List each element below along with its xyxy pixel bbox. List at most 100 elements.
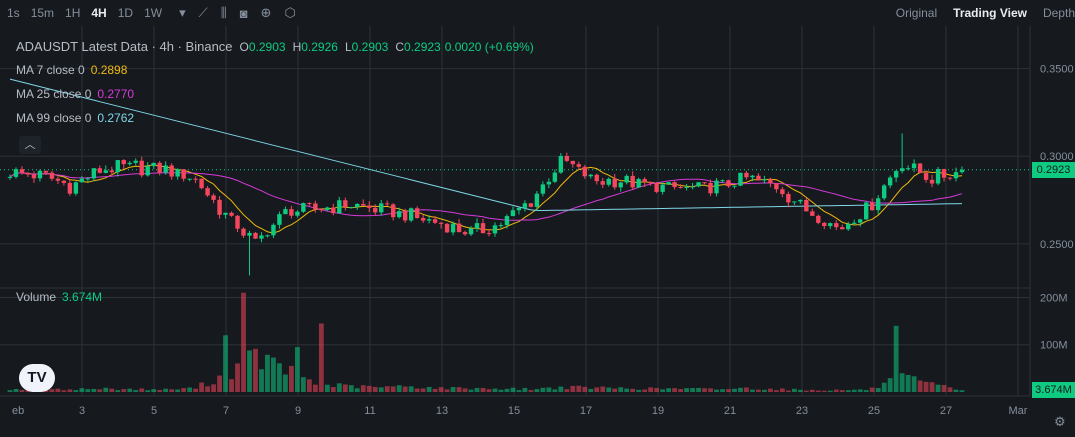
candle <box>917 163 923 174</box>
candle-body <box>810 211 815 216</box>
candle-body <box>624 175 629 183</box>
ma99-legend[interactable]: MA 99 close 0 0.2762 <box>16 111 135 125</box>
volume-bar <box>342 384 348 392</box>
candle <box>648 181 653 186</box>
candle <box>516 207 522 215</box>
candle <box>361 199 366 206</box>
time-tick-label: 21 <box>724 405 736 417</box>
volume-bar <box>594 387 600 392</box>
candle-body <box>654 183 659 192</box>
ma99-line <box>9 78 963 211</box>
volume-tick-label: 200M <box>1040 292 1068 304</box>
volume-bar <box>414 388 420 392</box>
add-icon[interactable]: ⊕ <box>260 5 272 20</box>
candle <box>349 206 354 209</box>
timeframe-1d[interactable]: 1D <box>117 6 134 20</box>
candle <box>103 165 108 174</box>
candle-body <box>732 185 737 187</box>
volume-bar <box>498 389 504 392</box>
indicators-icon[interactable]: ⟋ <box>198 5 208 20</box>
timeframe-1h[interactable]: 1H <box>65 6 81 20</box>
candle-body <box>546 181 552 185</box>
candle <box>432 215 438 225</box>
timeframe-15m[interactable]: 15m <box>30 6 55 20</box>
camera-icon[interactable]: ◙ <box>239 5 248 21</box>
timeframe-1w[interactable]: 1W <box>144 6 163 20</box>
volume-bar <box>917 380 923 392</box>
candle-body <box>37 170 43 179</box>
candle-body <box>253 232 258 239</box>
volume-bar <box>408 386 414 392</box>
candle <box>696 182 701 188</box>
volume-bar <box>630 388 636 392</box>
volume-bar <box>229 379 234 392</box>
volume-bar <box>486 389 492 392</box>
candle <box>408 207 414 223</box>
volume-bar <box>318 323 324 392</box>
volume-bar <box>624 388 630 392</box>
timeframe-1s[interactable]: 1s <box>7 6 20 20</box>
volume-bar <box>863 390 869 392</box>
volume-tick-label: 100M <box>1040 340 1068 352</box>
candle-body <box>618 182 623 188</box>
timeframe-4h[interactable]: 4H <box>91 6 107 20</box>
volume-bar <box>588 388 594 392</box>
chart-settings-icon[interactable]: ⚙ <box>1054 414 1066 429</box>
candle-body <box>205 188 210 196</box>
candle <box>127 161 132 166</box>
candle-body <box>337 200 342 214</box>
ma7-legend[interactable]: MA 7 close 0 0.2898 <box>16 63 128 77</box>
volume-bar <box>552 389 558 392</box>
candle-body <box>828 223 833 227</box>
candle-body <box>432 219 438 223</box>
candle-body <box>385 203 390 205</box>
time-tick-label: 27 <box>940 405 952 417</box>
candle-body <box>241 228 246 236</box>
chart-type-icon[interactable]: ⫼ <box>220 5 227 20</box>
candle <box>600 177 605 189</box>
volume-bar <box>127 388 133 392</box>
candle <box>828 222 833 229</box>
candle <box>935 167 941 186</box>
candle <box>576 161 582 170</box>
volume-bars <box>7 292 965 392</box>
view-trading-view[interactable]: Trading View <box>953 6 1027 20</box>
price-chart[interactable]: 0.3500 0.3000 0.2500 200M 100M eb 3 5 7 9 11 13 15 17… <box>0 26 1075 437</box>
candle-body <box>636 178 641 188</box>
candle-body <box>929 179 935 184</box>
time-tick-label: 25 <box>868 405 880 417</box>
candle-body <box>816 215 821 223</box>
candle-body <box>109 170 114 173</box>
collapse-legend-button[interactable]: ︿ <box>19 136 41 154</box>
ma25-legend[interactable]: MA 25 close 0 0.2770 <box>16 87 135 101</box>
candle <box>181 169 186 182</box>
volume-bar <box>714 389 719 392</box>
volume-bar <box>426 386 432 392</box>
view-original[interactable]: Original <box>895 6 938 20</box>
candle-body <box>444 223 450 233</box>
volume-bar <box>935 384 941 392</box>
candle <box>570 160 576 168</box>
candle <box>331 203 336 216</box>
view-depth[interactable]: Depth <box>1042 6 1075 20</box>
candle <box>31 171 37 183</box>
candle <box>534 191 540 211</box>
time-tick-label: 11 <box>364 405 375 417</box>
candle <box>834 220 839 231</box>
settings-icon[interactable]: ⬡ <box>284 5 296 20</box>
candle-body <box>953 172 959 179</box>
candle <box>55 176 61 184</box>
candle-body <box>265 235 270 237</box>
candle <box>43 170 49 175</box>
candle <box>205 186 210 197</box>
candle <box>690 182 695 190</box>
volume-bar <box>702 388 707 392</box>
volume-bar <box>726 389 731 392</box>
candle <box>187 178 192 182</box>
timeframe-dropdown-icon[interactable]: ▾ <box>179 5 186 20</box>
candle-body <box>858 219 863 223</box>
candle <box>265 234 270 238</box>
volume-bar <box>390 386 396 392</box>
volume-bar <box>444 389 450 392</box>
volume-bar <box>265 354 270 392</box>
